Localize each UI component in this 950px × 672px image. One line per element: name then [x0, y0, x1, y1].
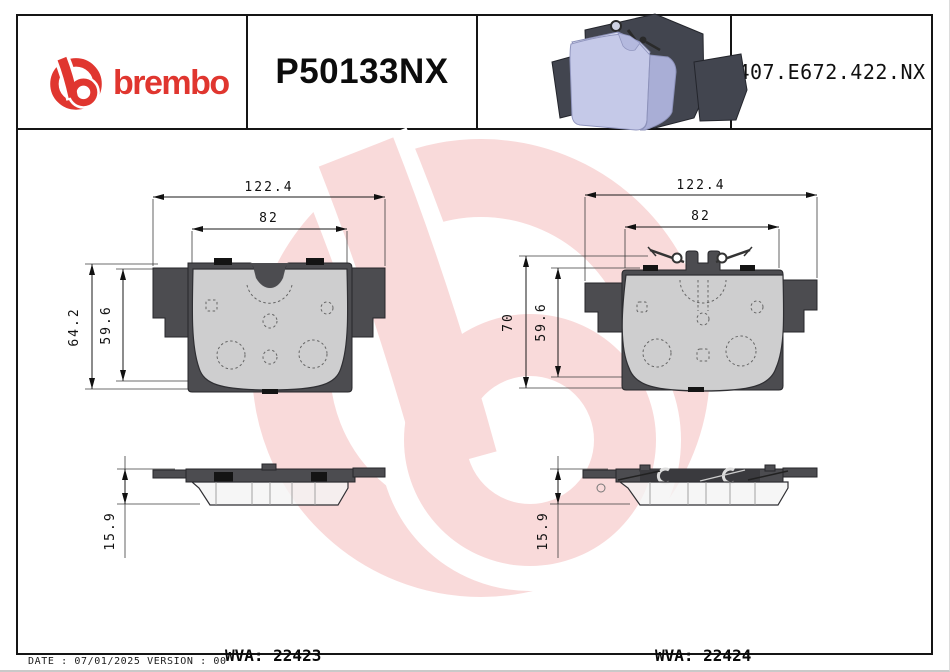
brand-logo: brembo: [46, 52, 230, 114]
dim-right-pad-width: 82: [691, 209, 711, 224]
right-wva-line: WVA: 22424: [655, 646, 752, 665]
reference-code: 407.E672.422.NX: [737, 60, 926, 84]
dim-left-outer-height: 64.2: [67, 307, 82, 346]
left-pad-reference: WVA: 22423 QTY: x2: [225, 606, 322, 670]
dim-left-pad-width: 82: [259, 211, 279, 226]
left-wva-line: WVA: 22423: [225, 646, 322, 665]
brand-name: brembo: [113, 64, 230, 102]
right-pad-top-view: 15.9: [536, 456, 818, 558]
right-friction-pad: [621, 274, 785, 392]
right-friction-profile: [618, 481, 789, 506]
dim-right-pad-height: 59.6: [534, 302, 549, 341]
reference-code-cell: 407.E672.422.NX: [732, 16, 931, 128]
brembo-logo-icon: [50, 53, 102, 110]
brake-pad-3d-render: [551, 13, 748, 131]
dim-right-thickness: 15.9: [536, 511, 551, 550]
dim-right-outer-height: 70: [501, 312, 516, 332]
header-row: brembo P50133NX 407.E672.422.NX: [18, 16, 931, 130]
dim-right-outer-width: 122.4: [676, 178, 725, 193]
dim-left-thickness: 15.9: [103, 511, 118, 550]
left-pad-front-view: 122.4 82 64.2 59.6: [67, 180, 386, 394]
part-number-cell: P50133NX: [248, 16, 478, 128]
right-pad-reference: WVA: 22424 QTY: x2: [655, 606, 752, 670]
right-pad-front-view: 122.4 82 70 59.6: [501, 178, 818, 392]
date-version-line: DATE : 07/01/2025 VERSION : 00: [28, 656, 227, 667]
left-pad-top-view: 15.9: [103, 456, 386, 558]
drawing-frame: brembo P50133NX 407.E672.422.NX: [16, 14, 933, 655]
part-number: P50133NX: [275, 52, 449, 91]
wear-clip-pins: [647, 246, 753, 264]
brand-cell: brembo: [18, 16, 248, 128]
dim-left-outer-width: 122.4: [244, 180, 293, 195]
dim-left-pad-height: 59.6: [99, 305, 114, 344]
